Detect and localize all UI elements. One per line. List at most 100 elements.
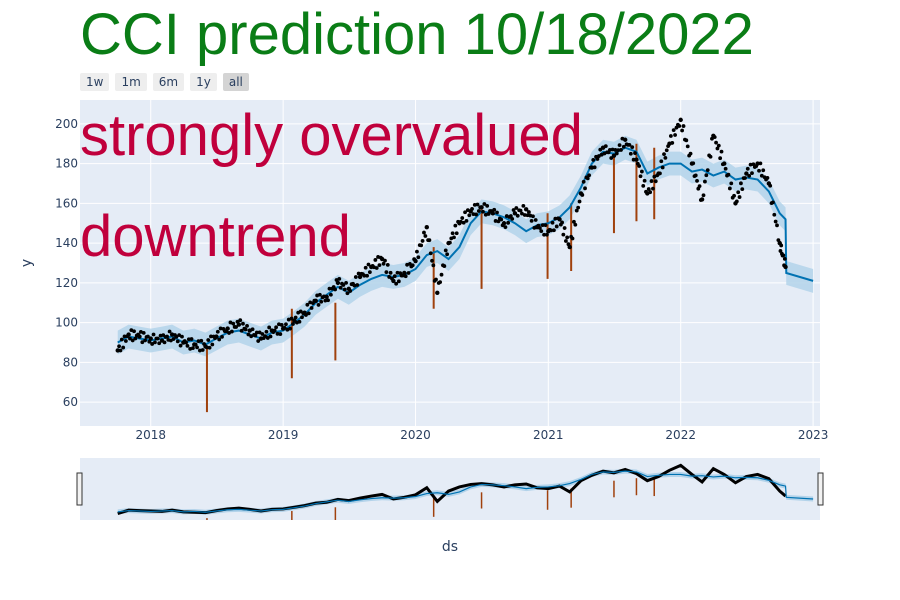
actual-point bbox=[260, 332, 265, 336]
actual-point bbox=[714, 140, 718, 145]
actual-point bbox=[723, 166, 728, 171]
actual-point bbox=[319, 299, 324, 304]
actual-point bbox=[681, 124, 686, 128]
actual-point bbox=[385, 262, 390, 267]
actual-point bbox=[126, 332, 131, 337]
actual-point bbox=[121, 345, 126, 350]
actual-point bbox=[167, 329, 172, 334]
actual-point bbox=[434, 277, 438, 282]
actual-point bbox=[662, 152, 666, 157]
actual-point bbox=[335, 280, 341, 286]
actual-point bbox=[634, 157, 639, 162]
actual-points bbox=[115, 117, 788, 353]
actual-point bbox=[185, 343, 190, 348]
actual-point bbox=[282, 325, 287, 330]
actual-point bbox=[435, 290, 440, 296]
actual-point bbox=[773, 219, 778, 224]
uncertainty-band-area bbox=[117, 135, 814, 357]
actual-point bbox=[246, 332, 251, 337]
actual-point bbox=[550, 220, 555, 225]
actual-point bbox=[445, 252, 450, 257]
actual-point bbox=[327, 286, 332, 291]
actual-point bbox=[619, 148, 623, 152]
actual-point bbox=[384, 270, 389, 275]
actual-point bbox=[678, 117, 683, 123]
actual-point bbox=[609, 156, 614, 160]
range-button-1w[interactable]: 1w bbox=[80, 73, 110, 91]
actual-point bbox=[501, 221, 507, 226]
range-button-all[interactable]: all bbox=[222, 73, 249, 91]
actual-point bbox=[729, 181, 734, 186]
actual-point bbox=[757, 168, 761, 173]
range-button-1m[interactable]: 1m bbox=[115, 73, 147, 91]
actual-point bbox=[439, 272, 444, 277]
actual-point bbox=[239, 328, 244, 333]
actual-point bbox=[416, 255, 421, 260]
annotation-trend: downtrend bbox=[80, 204, 351, 269]
actual-point bbox=[722, 161, 727, 166]
actual-point bbox=[241, 321, 245, 326]
actual-point bbox=[464, 218, 469, 223]
actual-point bbox=[245, 323, 249, 328]
actual-point bbox=[357, 274, 363, 280]
actual-point bbox=[356, 271, 361, 276]
actual-point bbox=[554, 224, 559, 229]
actual-point bbox=[718, 156, 723, 161]
actual-point bbox=[450, 231, 455, 236]
actual-point bbox=[761, 168, 766, 173]
actual-point bbox=[467, 213, 472, 218]
actual-point bbox=[641, 183, 646, 188]
actual-point bbox=[765, 175, 770, 180]
actual-point bbox=[267, 325, 272, 330]
actual-point bbox=[768, 183, 773, 188]
actual-point bbox=[673, 133, 677, 137]
actual-point bbox=[651, 186, 655, 191]
actual-point bbox=[148, 336, 153, 341]
actual-point bbox=[573, 222, 578, 227]
range-slider-right-handle[interactable] bbox=[817, 472, 824, 506]
actual-point bbox=[637, 164, 642, 168]
actual-point bbox=[771, 200, 775, 205]
actual-point bbox=[236, 322, 242, 327]
actual-point bbox=[540, 223, 545, 227]
actual-point bbox=[737, 195, 742, 199]
range-button-6m[interactable]: 6m bbox=[152, 73, 185, 91]
actual-point bbox=[703, 179, 707, 184]
actual-point bbox=[506, 220, 511, 225]
actual-point bbox=[627, 142, 632, 147]
range-slider-left-handle[interactable] bbox=[76, 472, 83, 506]
actual-point bbox=[362, 273, 367, 278]
actual-point bbox=[587, 173, 592, 178]
actual-point bbox=[422, 230, 426, 235]
actual-point bbox=[420, 239, 425, 243]
actual-point bbox=[413, 258, 418, 264]
actual-point bbox=[557, 217, 562, 222]
x-tick-label: 2020 bbox=[400, 428, 431, 442]
actual-point bbox=[210, 342, 215, 347]
actual-point bbox=[638, 174, 643, 179]
actual-point bbox=[529, 218, 534, 223]
actual-point bbox=[373, 258, 378, 262]
actual-point bbox=[238, 318, 243, 323]
range-button-1y[interactable]: 1y bbox=[190, 73, 217, 91]
actual-point bbox=[589, 165, 595, 170]
actual-point bbox=[518, 208, 523, 213]
actual-point bbox=[726, 172, 731, 177]
actual-point bbox=[220, 335, 224, 339]
y-tick-label: 60 bbox=[63, 395, 78, 409]
actual-point bbox=[503, 225, 508, 230]
actual-point bbox=[658, 171, 662, 176]
actual-point bbox=[272, 328, 277, 333]
actual-point bbox=[485, 203, 490, 208]
actual-point bbox=[523, 207, 529, 212]
actual-point bbox=[633, 151, 637, 155]
actual-point bbox=[613, 148, 618, 152]
y-tick-label: 120 bbox=[55, 276, 78, 290]
actual-point bbox=[496, 219, 501, 224]
actual-point bbox=[147, 339, 152, 344]
actual-point bbox=[783, 264, 788, 270]
actual-point bbox=[394, 281, 399, 286]
actual-point bbox=[499, 217, 504, 222]
actual-point bbox=[117, 344, 121, 349]
